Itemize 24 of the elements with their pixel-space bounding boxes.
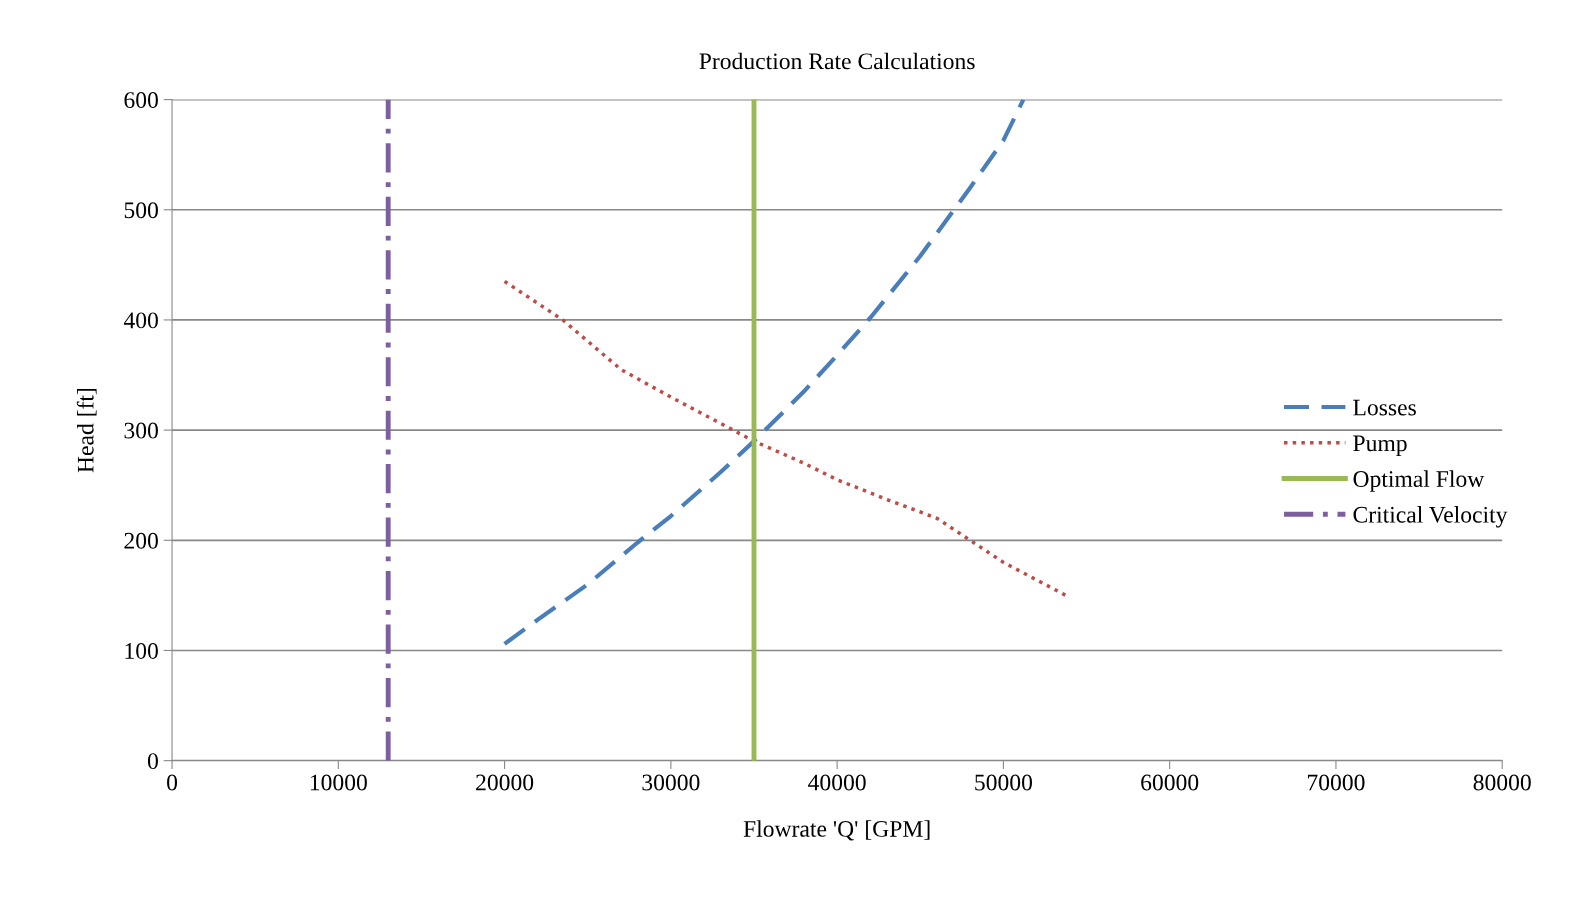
y-tick-label: 300 [124, 422, 158, 439]
y-tick-label: 400 [123, 312, 158, 329]
y-tick-label: 0 [147, 753, 158, 770]
legend-label: Critical Velocity [1353, 506, 1508, 528]
y-tick-label: 500 [124, 202, 158, 219]
x-tick-label: 20000 [476, 774, 534, 791]
legend-label: Optimal Flow [1353, 470, 1485, 492]
x-axis-title: Flowrate 'Q' [GPM] [743, 820, 930, 841]
y-axis-title: Head [ft] [76, 388, 97, 473]
legend-label: Pump [1353, 435, 1407, 457]
y-tick-label: 100 [125, 642, 158, 659]
y-tick-label: 200 [124, 532, 158, 549]
x-tick-label: 10000 [310, 774, 367, 791]
line-series [502, 99, 1026, 646]
y-tick-label: 600 [124, 92, 158, 108]
x-tick-label: 50000 [975, 774, 1032, 791]
x-tick-label: 40000 [808, 774, 866, 791]
chart-title: Production Rate Calculations [699, 52, 975, 70]
legend-label: Losses [1353, 399, 1416, 416]
x-tick-label: 80000 [1473, 774, 1531, 791]
x-tick-label: 0 [167, 774, 178, 791]
x-tick-label: 70000 [1307, 774, 1365, 791]
x-tick-label: 30000 [642, 774, 700, 791]
x-tick-label: 60000 [1141, 774, 1199, 791]
